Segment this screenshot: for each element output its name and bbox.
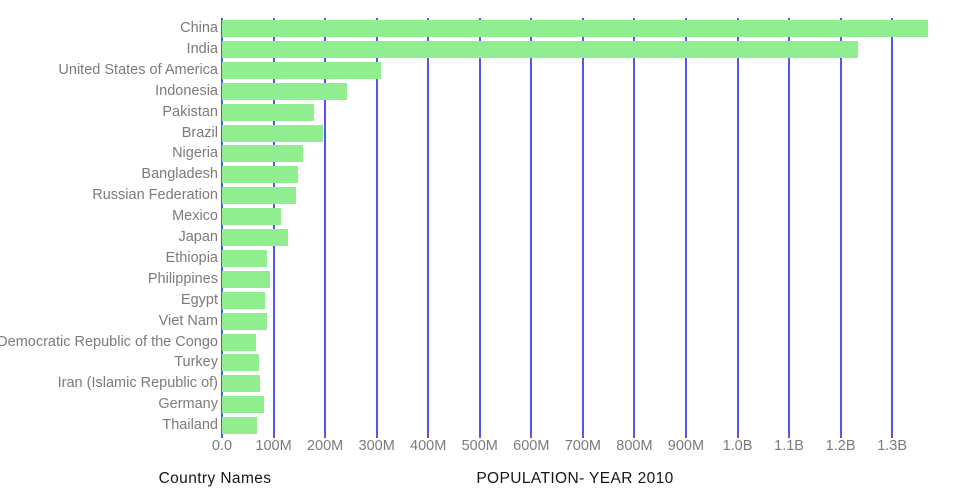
y-tick-label: Nigeria — [172, 145, 218, 162]
gridline-600M — [530, 18, 533, 438]
gridline-800M — [633, 18, 636, 438]
x-tick-label: 1.3B — [877, 438, 908, 454]
bar — [222, 61, 382, 79]
y-tick-label: Brazil — [181, 124, 218, 141]
y-tick-label: Mexico — [172, 208, 218, 225]
y-tick-label: Thailand — [162, 417, 218, 434]
bar — [222, 208, 281, 226]
x-tick-label: 200M — [306, 438, 344, 454]
bar — [222, 187, 296, 205]
gridline-100M — [272, 18, 275, 438]
y-tick-label: Bangladesh — [141, 166, 218, 183]
bar — [222, 82, 347, 100]
gridline-1.3B — [891, 18, 894, 438]
bar — [222, 417, 257, 435]
bar — [222, 375, 261, 393]
x-tick-label: 800M — [616, 438, 653, 454]
y-tick-label: China — [180, 20, 218, 36]
bar — [222, 249, 268, 267]
x-tick-label: 900M — [667, 438, 705, 454]
gridline-1.2B — [839, 18, 842, 438]
bar — [222, 229, 288, 246]
x-tick-label: 300M — [358, 438, 395, 454]
x-axis-title: POPULATION- YEAR 2010 — [476, 470, 674, 487]
y-tick-label: Viet Nam — [158, 312, 218, 329]
x-tick-label: 1.2B — [825, 438, 856, 454]
y-tick-label: Japan — [178, 229, 218, 245]
x-tick-label: 1.1B — [774, 438, 804, 454]
x-tick-label: 400M — [410, 438, 447, 454]
bar — [222, 103, 315, 121]
gridline-700M — [581, 18, 584, 438]
x-tick-label: 0.0 — [211, 438, 233, 454]
gridline-500M — [478, 18, 481, 438]
y-tick-label: Iran (Islamic Republic of) — [57, 375, 218, 392]
y-tick-label: Russian Federation — [92, 187, 218, 204]
gridline-1.0B — [736, 18, 739, 438]
bar — [222, 20, 928, 37]
y-tick-label: Philippines — [147, 270, 218, 287]
y-tick-label: India — [186, 40, 218, 57]
bar — [222, 145, 304, 163]
y-tick-label: Pakistan — [162, 103, 218, 120]
x-tick-label: 700M — [564, 438, 601, 454]
y-tick-label: Democratic Republic of the Congo — [0, 333, 218, 350]
gridline-200M — [324, 18, 327, 438]
y-tick-label: Egypt — [180, 291, 218, 308]
y-axis-title: Country Names — [158, 470, 272, 487]
gridline-0.0 — [221, 18, 223, 438]
y-tick-label: United States of America — [58, 61, 218, 78]
x-tick-label: 1.0B — [722, 438, 753, 454]
bar — [222, 354, 260, 372]
bar — [222, 291, 265, 309]
bar — [222, 270, 271, 288]
bar — [222, 396, 264, 414]
gridline-300M — [375, 18, 378, 438]
x-tick-label: 600M — [513, 438, 550, 454]
x-tick-label: 100M — [255, 438, 292, 454]
gridline-400M — [427, 18, 430, 438]
bar — [222, 333, 256, 351]
y-tick-label: Germany — [158, 396, 218, 413]
x-tick-label: 500M — [461, 438, 498, 454]
y-tick-label: Indonesia — [155, 82, 218, 99]
bar — [222, 124, 324, 142]
y-tick-label: Ethiopia — [165, 249, 218, 266]
bar — [222, 312, 268, 330]
gridline-1.1B — [788, 18, 791, 438]
bar — [222, 40, 859, 58]
bar — [222, 166, 299, 184]
gridline-900M — [684, 18, 687, 438]
y-tick-label: Turkey — [174, 354, 218, 371]
